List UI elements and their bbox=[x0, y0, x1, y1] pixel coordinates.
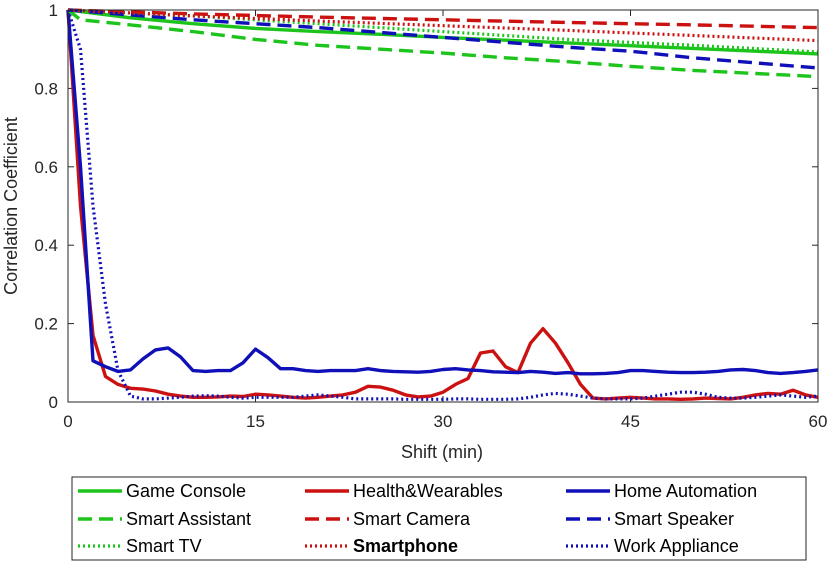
legend-entry-smart-assistant: Smart Assistant bbox=[78, 509, 251, 529]
legend-label: Home Automation bbox=[614, 481, 757, 501]
legend-label: Smartphone bbox=[353, 536, 458, 556]
legend-entry-home-automation: Home Automation bbox=[566, 481, 757, 501]
legend-entry-smart-camera: Smart Camera bbox=[305, 509, 471, 529]
x-axis-label: Shift (min) bbox=[401, 442, 483, 462]
y-tick-label: 0.4 bbox=[34, 236, 58, 255]
series-line-smart-assistant bbox=[66, 8, 819, 79]
legend-label: Smart Speaker bbox=[614, 509, 734, 529]
series-line-health-wearables bbox=[66, 9, 819, 401]
legend-label: Game Console bbox=[126, 481, 246, 501]
x-tick-label: 60 bbox=[809, 412, 828, 431]
x-tick-label: 45 bbox=[621, 412, 640, 431]
legend-entry-smart-tv: Smart TV bbox=[78, 536, 202, 556]
x-tick-label: 15 bbox=[246, 412, 265, 431]
legend-label: Health&Wearables bbox=[353, 481, 503, 501]
legend-entry-health-wearables: Health&Wearables bbox=[305, 481, 503, 501]
plot-frame-box bbox=[67, 9, 819, 403]
legend-box bbox=[71, 476, 807, 561]
series-line-home-automation bbox=[66, 9, 819, 376]
legend-entry-smart-speaker: Smart Speaker bbox=[566, 509, 734, 529]
legend-entry-smartphone: Smartphone bbox=[305, 536, 458, 556]
legend: Game Console Health&Wearables Home Automat… bbox=[71, 476, 807, 561]
y-tick-label: 0.8 bbox=[34, 79, 58, 98]
series-line-smartphone bbox=[67, 8, 819, 43]
legend-label: Smart TV bbox=[126, 536, 202, 556]
y-tick-label: 1 bbox=[49, 1, 58, 20]
plot-axes: 0 15 30 45 60 0 0.2 0.4 0.6 0.8 1 bbox=[34, 1, 827, 431]
y-tick-label: 0.2 bbox=[34, 315, 58, 334]
x-tick-label: 30 bbox=[434, 412, 453, 431]
legend-label: Smart Camera bbox=[353, 509, 471, 529]
series-line-work-appliance bbox=[66, 9, 819, 401]
y-axis-label: Correlation Coefficient bbox=[1, 117, 21, 295]
x-tick-label: 0 bbox=[63, 412, 72, 431]
legend-label: Work Appliance bbox=[614, 536, 739, 556]
legend-entry-work-appliance: Work Appliance bbox=[566, 536, 739, 556]
legend-label: Smart Assistant bbox=[126, 509, 251, 529]
plot-frame bbox=[67, 9, 819, 403]
series-lines bbox=[66, 8, 819, 401]
series-line-game-console bbox=[67, 8, 819, 56]
y-tick-label: 0 bbox=[49, 393, 58, 412]
y-tick-label: 0.6 bbox=[34, 158, 58, 177]
legend-entry-game-console: Game Console bbox=[78, 481, 246, 501]
